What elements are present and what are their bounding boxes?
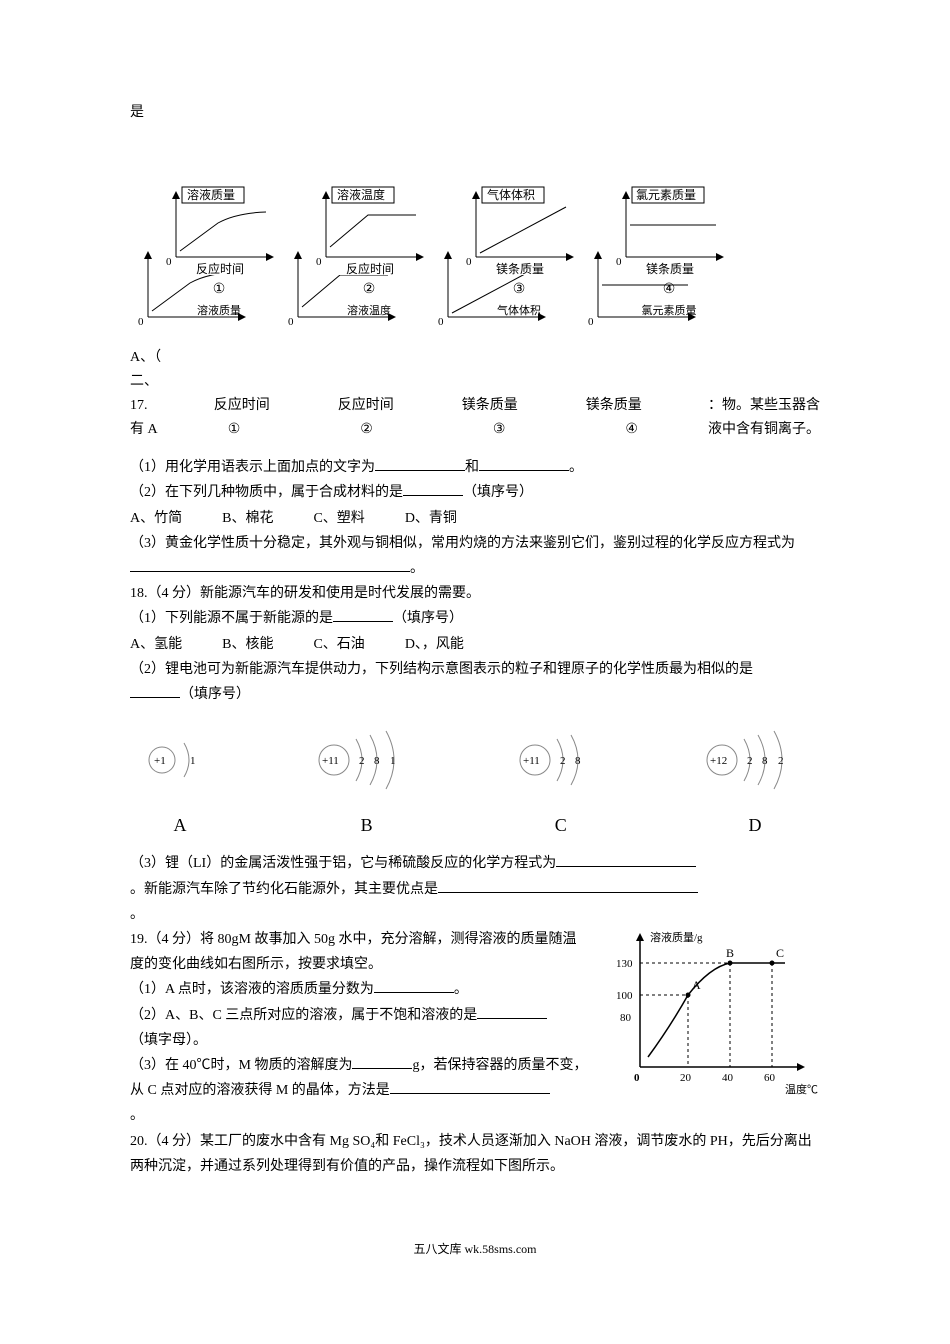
q17-opt-a: A、竹简 bbox=[130, 506, 182, 531]
q18-opt-d: D、，风能 bbox=[405, 632, 464, 657]
svg-text:0: 0 bbox=[466, 256, 472, 268]
q17-2: （2）在下列几种物质中，属于合成材料的是（填序号） bbox=[130, 480, 820, 505]
svg-text:2: 2 bbox=[778, 755, 784, 767]
svg-text:0: 0 bbox=[616, 256, 622, 268]
svg-text:0: 0 bbox=[316, 256, 322, 268]
svg-text:1: 1 bbox=[190, 755, 196, 767]
hanging-char: 是 bbox=[130, 100, 820, 125]
xlab-b2: 反应时间 bbox=[338, 393, 394, 418]
svg-text:B: B bbox=[726, 946, 734, 960]
atom-d: +12 2 8 2 D bbox=[700, 725, 810, 841]
svg-text:镁条质量: 镁条质量 bbox=[646, 262, 694, 275]
q19-2: （2）A、B、C 三点所对应的溶液，属于不饱和溶液的是 （填字母）。 bbox=[130, 1003, 590, 1053]
chart-front-4: 0 氯元素质量 镁条质量 ④ 氯元素质量 bbox=[608, 185, 730, 322]
q17-opt-d: D、青铜 bbox=[405, 506, 457, 531]
svg-text:20: 20 bbox=[680, 1072, 692, 1084]
chart-num-1: ① bbox=[158, 277, 280, 302]
q18-3: （3）锂（LI）的金属活泼性强于铝，它与稀硫酸反应的化学方程式为 。新能源汽车除… bbox=[130, 851, 820, 927]
q17-tail2: 液中含有铜离子。 bbox=[708, 417, 820, 442]
line-a: A、（ bbox=[130, 345, 161, 370]
q18-head: 18.（4 分）新能源汽车的研发和使用是时代发展的需要。 bbox=[130, 581, 820, 606]
mini-charts-front: 0 溶液质量 反应时间 ① 溶液质量 0 bbox=[158, 185, 730, 322]
svg-text:A: A bbox=[692, 978, 701, 992]
svg-text:2: 2 bbox=[747, 755, 753, 767]
atom-c: +11 2 8 C bbox=[513, 725, 608, 841]
svg-text:溶液温度: 溶液温度 bbox=[337, 187, 385, 202]
origin-label: 0 bbox=[138, 316, 144, 328]
q18-1: （1）下列能源不属于新能源的是（填序号） bbox=[130, 606, 820, 631]
svg-text:0: 0 bbox=[166, 256, 172, 268]
svg-text:温度℃: 温度℃ bbox=[785, 1082, 818, 1096]
chart-num-3: ③ bbox=[458, 277, 580, 302]
svg-text:0: 0 bbox=[634, 1072, 640, 1084]
q19-1: （1）A 点时，该溶液的溶质质量分数为。 bbox=[130, 977, 590, 1002]
svg-text:2: 2 bbox=[560, 755, 566, 767]
svg-text:8: 8 bbox=[374, 755, 380, 767]
svg-text:+11: +11 bbox=[523, 755, 540, 767]
q18-1-options: A、氢能 B、核能 C、石油 D、，风能 bbox=[130, 632, 820, 657]
atom-b: +11 2 8 1 B bbox=[312, 725, 422, 841]
chart-front-1: 0 溶液质量 反应时间 ① 溶液质量 bbox=[158, 185, 280, 322]
svg-text:溶液质量/g: 溶液质量/g bbox=[650, 930, 703, 944]
q19-3: （3）在 40℃时，M 物质的溶解度为g，若保持容器的质量不变，从 C 点对应的… bbox=[130, 1053, 590, 1129]
svg-text:40: 40 bbox=[722, 1072, 734, 1084]
q17-opt-c: C、塑料 bbox=[313, 506, 364, 531]
chart-front-2: 0 溶液温度 反应时间 ② 溶液温度 bbox=[308, 185, 430, 322]
q19-head: 19.（4 分）将 80gM 故事加入 50g 水中，充分溶解，测得溶液的质量随… bbox=[130, 927, 590, 977]
line-er: 二、 bbox=[130, 369, 158, 394]
svg-text:2: 2 bbox=[359, 755, 365, 767]
q17-tail1: ：物。某些玉器含 bbox=[708, 393, 820, 418]
svg-text:+1: +1 bbox=[154, 755, 166, 767]
q17-hasA: 有 A bbox=[130, 417, 158, 442]
svg-text:1: 1 bbox=[390, 755, 396, 767]
chart-alt-y-2: 溶液温度 bbox=[308, 302, 430, 322]
page-footer: 五八文库 wk.58sms.com bbox=[130, 1239, 820, 1261]
svg-text:60: 60 bbox=[764, 1072, 776, 1084]
svg-text:氯元素质量: 氯元素质量 bbox=[636, 188, 696, 202]
svg-text:溶液质量: 溶液质量 bbox=[187, 187, 235, 202]
svg-text:130: 130 bbox=[616, 958, 633, 970]
svg-text:8: 8 bbox=[575, 755, 581, 767]
q17-1: （1）用化学用语表示上面加点的文字为和。 bbox=[130, 455, 820, 480]
svg-text:反应时间: 反应时间 bbox=[196, 261, 244, 275]
atom-diagrams: +1 1 A +11 2 8 1 B +11 2 8 C bbox=[130, 725, 820, 841]
q18-opt-a: A、氢能 bbox=[130, 632, 182, 657]
solubility-chart: 溶液质量/g 130 100 80 A B C 0 20 40 60 温 bbox=[600, 927, 820, 1097]
svg-text:+12: +12 bbox=[710, 755, 727, 767]
q17-2-options: A、竹简 B、棉花 C、塑料 D、青铜 bbox=[130, 506, 820, 531]
mini-charts-block: 0 0 bbox=[130, 185, 820, 345]
chart-alt-y-1: 溶液质量 bbox=[158, 302, 280, 322]
chart-alt-y-3: 气体体积 bbox=[458, 302, 580, 322]
svg-text:80: 80 bbox=[620, 1012, 632, 1024]
svg-text:镁条质量: 镁条质量 bbox=[496, 262, 544, 275]
svg-text:+11: +11 bbox=[322, 755, 339, 767]
atom-a: +1 1 A bbox=[140, 725, 220, 841]
q18-opt-b: B、核能 bbox=[222, 632, 273, 657]
svg-text:100: 100 bbox=[616, 990, 633, 1002]
q17-num: 17. bbox=[130, 393, 148, 418]
q18-2: （2）锂电池可为新能源汽车提供动力，下列结构示意图表示的粒子和锂原子的化学性质最… bbox=[130, 657, 820, 682]
xlab-b3: 镁条质量 bbox=[462, 393, 518, 418]
q20: 20.（4 分）某工厂的废水中含有 Mg SO₄和 FeCl₃，技术人员逐渐加入… bbox=[130, 1129, 820, 1179]
chart-num-4: ④ bbox=[608, 277, 730, 302]
q17-opt-b: B、棉花 bbox=[222, 506, 273, 531]
q18-opt-c: C、石油 bbox=[313, 632, 364, 657]
svg-text:反应时间: 反应时间 bbox=[346, 261, 394, 275]
chart-num-2: ② bbox=[308, 277, 430, 302]
chart-front-3: 0 气体体积 镁条质量 ③ 气体体积 bbox=[458, 185, 580, 322]
chart-alt-y-4: 氯元素质量 bbox=[608, 302, 730, 322]
q17-3: （3）黄金化学性质十分稳定，其外观与铜相似，常用灼烧的方法来鉴别它们，鉴别过程的… bbox=[130, 531, 820, 581]
svg-text:气体体积: 气体体积 bbox=[487, 187, 535, 202]
xlab-b1: 反应时间 bbox=[214, 393, 270, 418]
svg-text:C: C bbox=[776, 946, 784, 960]
svg-text:8: 8 bbox=[762, 755, 768, 767]
q18-2-blank: （填序号） bbox=[130, 682, 820, 707]
xlab-b4: 镁条质量 bbox=[586, 393, 642, 418]
